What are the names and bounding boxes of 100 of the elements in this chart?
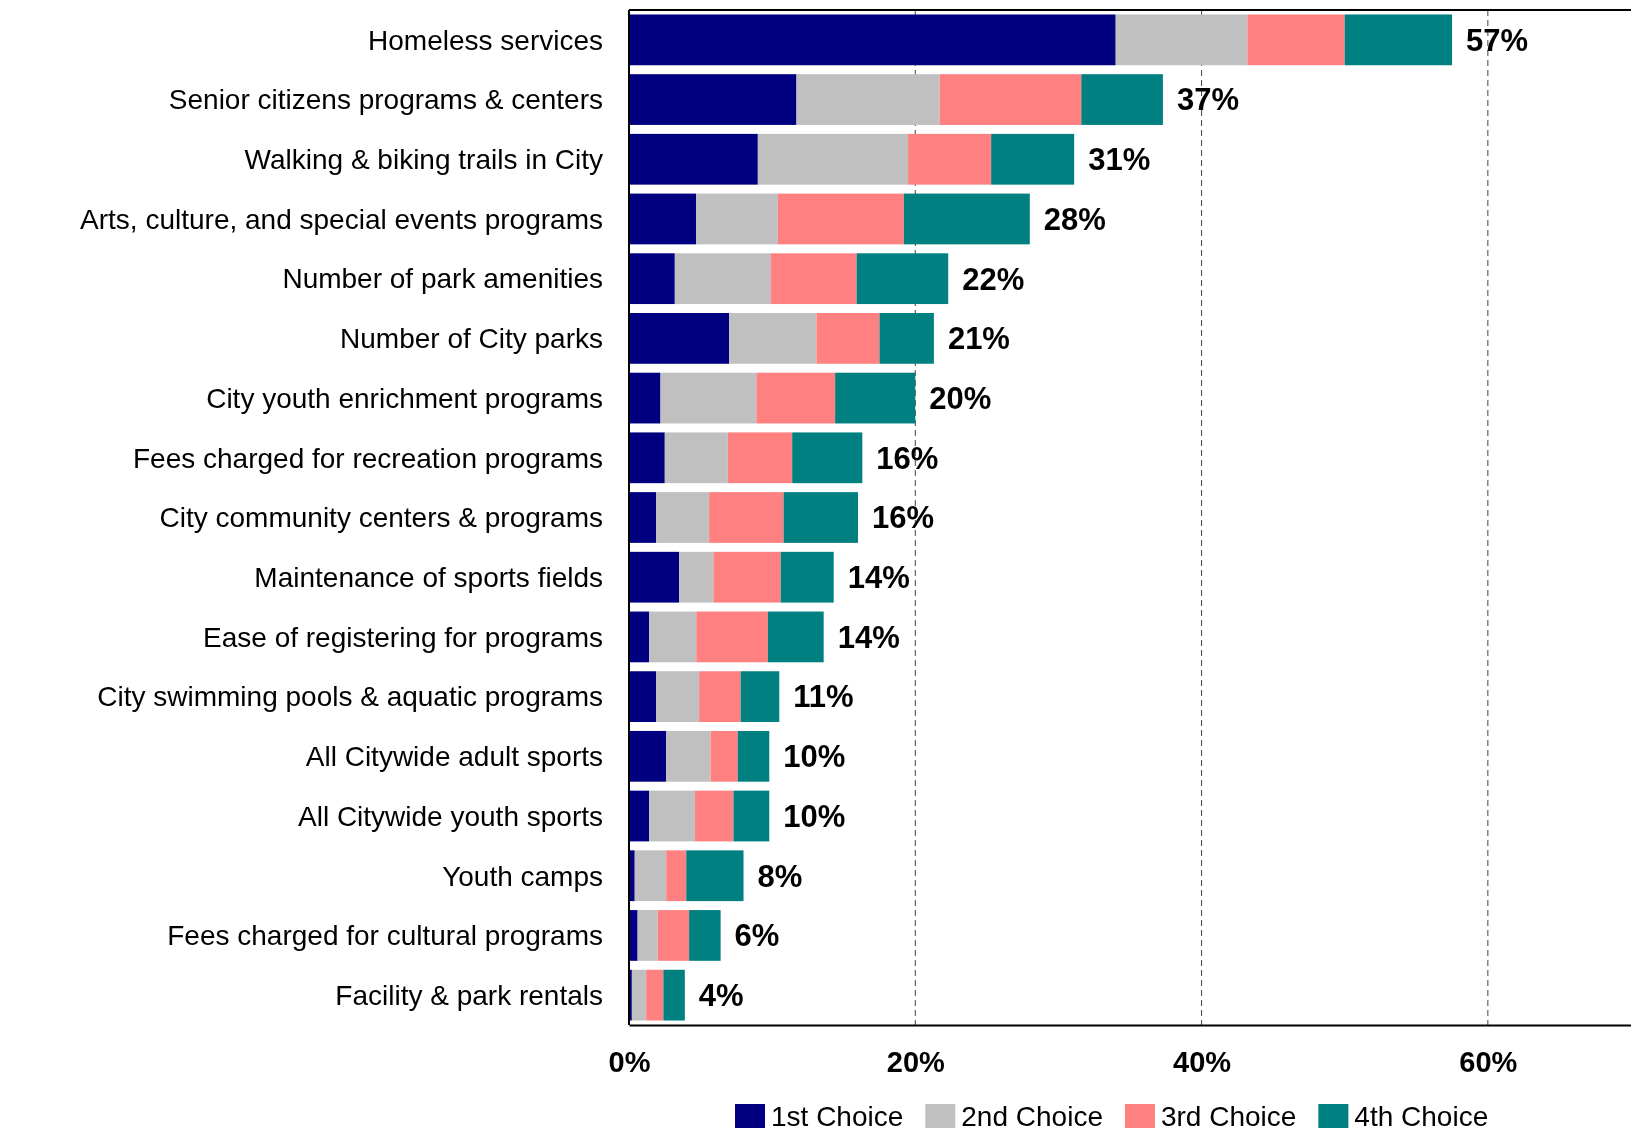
bar [629,133,758,185]
bar [709,492,784,543]
bar [629,14,1116,66]
bar [634,850,667,902]
bar [629,790,650,842]
x-tick-label: 40% [1173,1045,1232,1078]
bar [674,253,771,305]
bar [856,253,949,305]
bar [699,671,741,722]
legend-label: 3rd Choice [1160,1101,1297,1132]
total-label: 11% [793,679,854,715]
total-label: 8% [757,858,803,894]
y-tick-label: Maintenance of sports fields [254,562,603,594]
total-label: 4% [698,978,744,1013]
legend-label: 2nd Choice [961,1101,1103,1132]
total-label: 22% [962,261,1025,297]
bar [710,730,738,782]
bar [679,551,714,603]
y-tick-label: Number of City parks [340,323,603,355]
bar [835,372,916,424]
bar [713,551,781,603]
bar [792,432,863,484]
y-tick-label: Number of park amenities [282,263,603,295]
legend-label: 1st Choice [771,1101,904,1132]
total-label: 20% [929,380,992,416]
total-label: 10% [783,739,846,775]
total-label: 14% [847,560,910,596]
bar [629,193,697,245]
bar [939,74,1082,125]
bar [756,372,836,424]
bar [729,313,817,364]
bar [657,910,690,961]
bar [991,133,1075,185]
y-tick-label: Senior citizens programs & centers [168,84,603,116]
total-label: 16% [872,500,935,536]
total-label: 31% [1088,142,1151,178]
y-tick-label: Fees charged for recreation programs [133,442,603,474]
bar [656,671,700,722]
bar [629,910,638,961]
y-tick-label: Youth camps [442,860,603,892]
bar [629,253,675,305]
bar [816,313,880,364]
x-tick-label: 0% [608,1045,651,1078]
bar [629,74,797,125]
bar [649,611,697,663]
total-label: 37% [1176,82,1239,118]
bar [629,611,650,663]
bar [1247,14,1345,66]
bar [629,372,661,424]
y-tick-label: All Citywide youth sports [297,800,603,832]
bar [637,910,658,961]
total-label: 28% [1043,201,1106,237]
bar [796,74,940,125]
bar [908,133,992,185]
y-tick-label: Facility & park rentals [335,979,603,1011]
bar [1344,14,1453,66]
bar [879,313,934,364]
bar [696,193,778,245]
bar [757,133,909,185]
total-label: 16% [876,440,939,476]
bar [770,253,857,305]
bar [689,910,721,961]
y-tick-label: Walking & biking trails in City [244,144,603,176]
total-label: 10% [783,798,846,834]
bar [903,193,1030,245]
bar [629,671,657,722]
bar [629,551,680,603]
bar [777,193,904,245]
bar [666,850,687,902]
bar [660,372,757,424]
bar [727,432,793,484]
bar [733,790,770,842]
bar [767,611,824,663]
x-tick-label: 20% [886,1045,946,1078]
bar [666,730,711,782]
total-label: 21% [947,321,1010,357]
bar [740,671,780,722]
total-label: 14% [837,619,900,655]
y-tick-label: City youth enrichment programs [206,382,603,414]
bar [1115,14,1248,66]
y-tick-label: City swimming pools & aquatic programs [97,681,603,713]
total-label: 57% [1466,22,1529,58]
y-tick-label: Homeless services [368,24,603,56]
bar [629,492,657,543]
bar [780,551,834,603]
bar [696,611,768,663]
legend-label: 4th Choice [1354,1101,1489,1132]
y-tick-label: City community centers & programs [159,502,603,534]
bar [631,969,647,1021]
bar [686,850,744,902]
y-tick-label: Arts, culture, and special events programs [80,203,603,235]
x-tick-label: 60% [1459,1045,1518,1078]
bar [629,313,730,364]
bar [646,969,664,1021]
y-tick-label: Ease of registering for programs [203,621,603,653]
bar [629,432,665,484]
bar [656,492,710,543]
y-tick-label: Fees charged for cultural programs [167,920,603,952]
y-tick-label: All Citywide adult sports [305,741,603,773]
total-label: 6% [734,918,780,954]
